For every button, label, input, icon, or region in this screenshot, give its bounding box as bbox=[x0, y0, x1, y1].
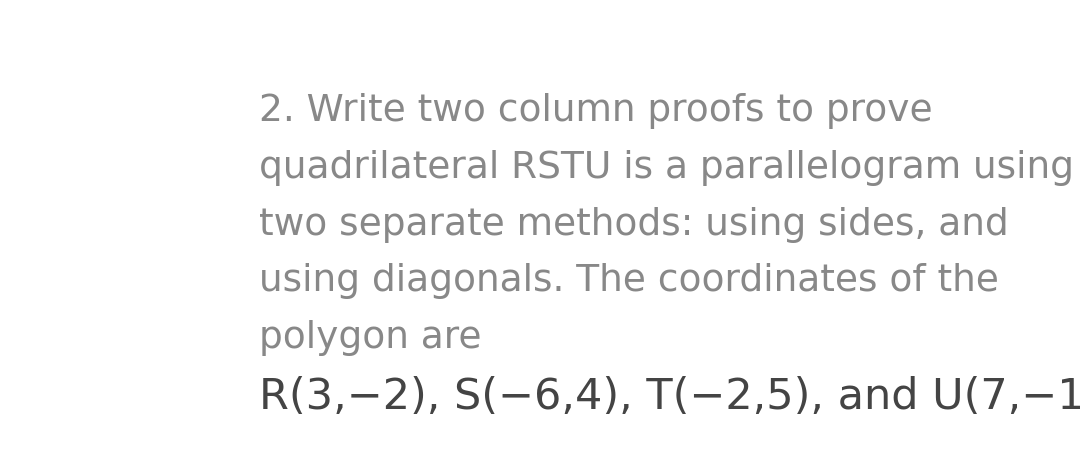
Text: using diagonals. The coordinates of the: using diagonals. The coordinates of the bbox=[259, 263, 999, 299]
Text: quadrilateral RSTU is a parallelogram using: quadrilateral RSTU is a parallelogram us… bbox=[259, 150, 1074, 186]
Text: R(3,−2), S(−6,4), T(−2,5), and U(7,−1).: R(3,−2), S(−6,4), T(−2,5), and U(7,−1). bbox=[259, 376, 1080, 418]
Text: polygon are: polygon are bbox=[259, 319, 482, 356]
Text: two separate methods: using sides, and: two separate methods: using sides, and bbox=[259, 206, 1009, 243]
Text: 2. Write two column proofs to prove: 2. Write two column proofs to prove bbox=[259, 93, 932, 129]
